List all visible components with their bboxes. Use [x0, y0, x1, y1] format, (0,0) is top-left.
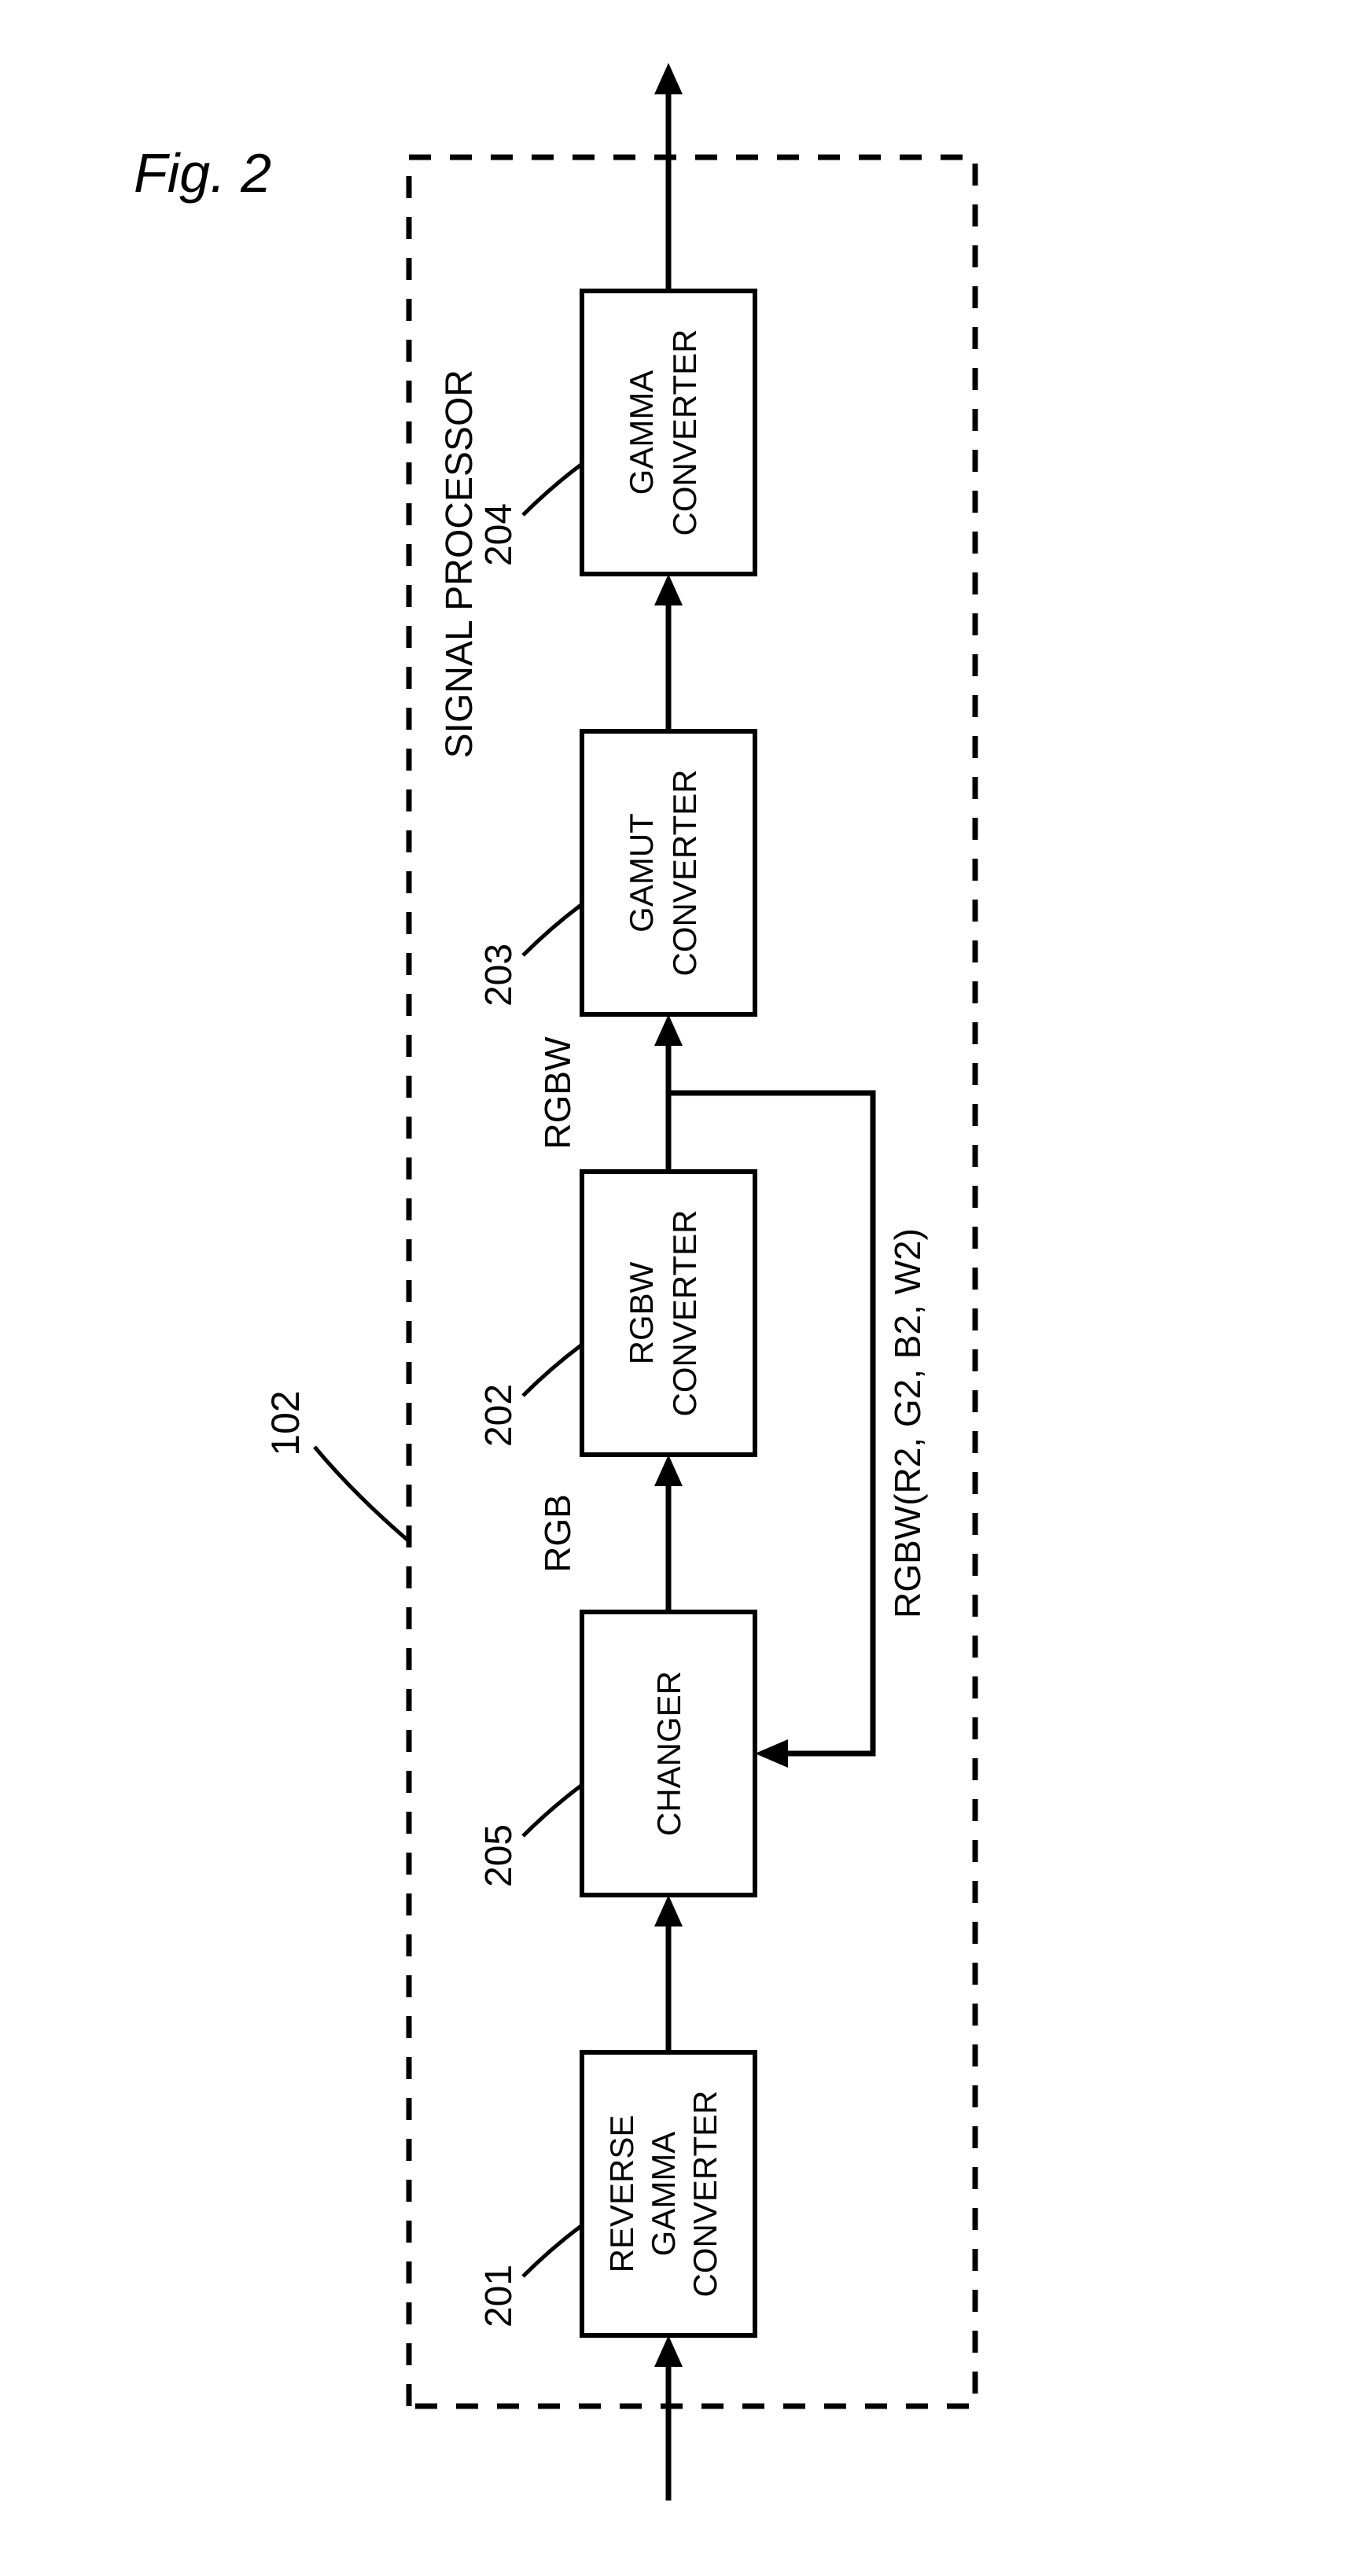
container-label: SIGNAL PROCESSOR [439, 370, 480, 758]
arrowhead-out [654, 63, 683, 94]
ref-203: 203 [478, 944, 520, 1006]
ref-202: 202 [478, 1384, 520, 1447]
block-201-line3: CONVERTER [687, 2091, 724, 2298]
block-204-line1: GAMMA [623, 370, 660, 495]
ref-201: 201 [478, 2265, 520, 2328]
leader-201 [523, 2225, 582, 2276]
container-leader [315, 1447, 409, 1541]
ref-204: 204 [478, 503, 520, 566]
block-201-line2: GAMMA [645, 2132, 682, 2257]
block-203-line1: GAMUT [623, 813, 660, 933]
ref-205: 205 [478, 1824, 520, 1887]
container-ref: 102 [263, 1390, 307, 1455]
arrowhead-in [654, 2335, 683, 2367]
arrowhead-2-3 [654, 1455, 683, 1486]
leader-203 [523, 904, 582, 955]
diagram: SIGNAL PROCESSOR 102 REVERSE GAMMA CONVE… [220, 24, 1164, 2540]
block-203-line2: CONVERTER [666, 770, 703, 977]
leader-202 [523, 1345, 582, 1396]
block-201-line1: REVERSE [603, 2115, 640, 2273]
block-202-line2: CONVERTER [666, 1210, 703, 1417]
signal-feedback: RGBW(R2, G2, B2, W2) [887, 1228, 928, 1618]
block-205-line1: CHANGER [650, 1671, 687, 1836]
arrowhead-4-5 [654, 574, 683, 605]
signal-rgbw: RGBW [537, 1036, 578, 1150]
block-204-line2: CONVERTER [666, 329, 703, 536]
block-202-line1: RGBW [623, 1261, 660, 1364]
signal-rgb: RGB [537, 1494, 578, 1573]
leader-204 [523, 464, 582, 515]
page: Fig. 2 SIGNAL PROCESSOR 102 REVERSE GAMM… [0, 0, 1366, 2576]
feedback-arrowhead [755, 1739, 788, 1768]
leader-205 [523, 1785, 582, 1836]
arrowhead-1-2 [654, 1895, 683, 1926]
arrowhead-3-4 [654, 1014, 683, 1046]
